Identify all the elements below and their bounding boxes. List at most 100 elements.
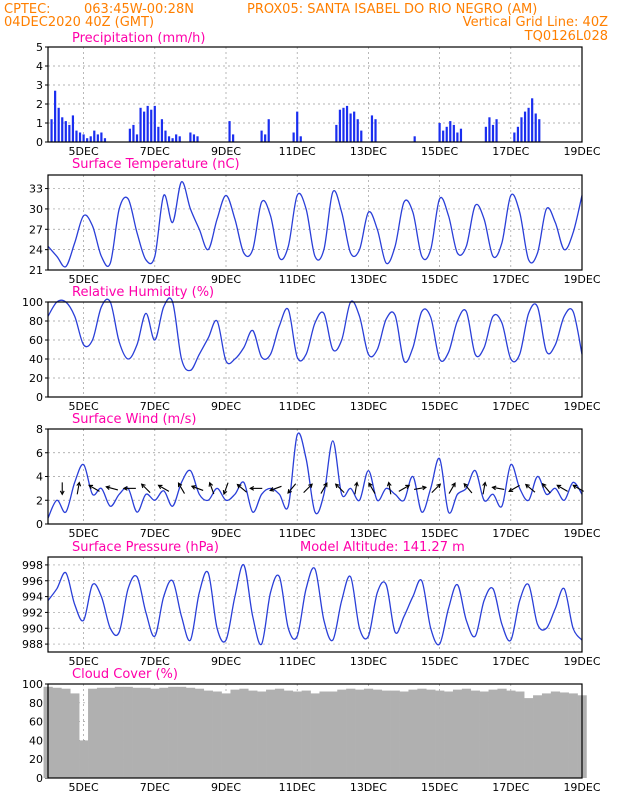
wind-y-tick-label: 2 — [36, 494, 43, 507]
cloud-cover-panel: 0 20 40 60 80 100 5DEC 7DEC 9DEC 11DEC 13DEC 15DEC 1… — [22, 678, 601, 794]
cloud-cover-bar — [150, 688, 160, 778]
temperature-x-tick-label: 19DEC — [563, 273, 600, 286]
cloud-cover-bar — [346, 688, 356, 778]
wind-panel: 0 2 4 6 8 5DEC 7DEC 9DEC 11DEC 13DEC 15DEC 17DEC 19D… — [36, 423, 601, 540]
cloud-cover-bar — [461, 688, 472, 778]
precipitation-x-tick-label: 15DEC — [421, 145, 458, 158]
wind-direction-arrow — [320, 482, 328, 494]
precipitation-y-tick-label: 2 — [36, 98, 43, 111]
cloud-cover-bar — [328, 691, 338, 778]
precipitation-bar — [228, 121, 231, 142]
pressure-title: Surface Pressure (hPa) — [72, 540, 219, 555]
wind-arrow-shaft — [287, 483, 297, 494]
wind-arrow-shaft — [237, 484, 247, 493]
precipitation-bar — [75, 130, 78, 142]
cloud-cover-bar — [70, 693, 80, 778]
wind-arrow-head — [556, 484, 562, 490]
precipitation-bar — [64, 121, 67, 142]
wind-x-tick-label: 15DEC — [421, 527, 458, 540]
cloud-cover-bar — [435, 690, 445, 778]
cloud-cover-y-tick-label: 80 — [29, 697, 43, 710]
humidity-x-tick-label: 11DEC — [279, 400, 316, 413]
wind-arrow-head — [140, 483, 146, 489]
wind-arrow-head — [508, 487, 514, 492]
cloud-cover-bar — [239, 688, 249, 778]
cloud-cover-bar — [363, 688, 374, 778]
precipitation-x-tick-label: 11DEC — [279, 145, 316, 158]
precipitation-bar — [513, 132, 516, 142]
wind-direction-arrow — [208, 481, 215, 495]
cloud-cover-x-tick-label: 9DEC — [211, 781, 241, 794]
pressure-x-tick-label: 11DEC — [279, 655, 316, 668]
wind-arrow-head — [323, 482, 328, 488]
cloud-cover-bar — [426, 689, 436, 778]
precipitation-bar — [370, 115, 374, 142]
pressure-x-tick-label: 17DEC — [492, 655, 529, 668]
wind-arrow-shaft — [463, 483, 473, 494]
wind-arrow-head — [421, 485, 428, 491]
temperature-x-tick-label: 17DEC — [492, 273, 529, 286]
cloud-cover-bar — [212, 691, 222, 778]
wind-arrow-shaft — [542, 483, 551, 494]
cloud-cover-bar — [452, 689, 463, 778]
precipitation-bar — [335, 124, 338, 142]
wind-arrow-shaft — [448, 482, 456, 494]
cloud-cover-bar — [96, 687, 107, 778]
temperature-x-tick-label: 15DEC — [421, 273, 458, 286]
precipitation-frame — [47, 46, 583, 143]
humidity-y-tick-label: 80 — [29, 315, 43, 328]
temperature-y-tick-label: 24 — [29, 244, 43, 257]
humidity-x-tick-label: 9DEC — [211, 400, 241, 413]
precipitation-bar — [192, 134, 196, 142]
wind-arrow-shaft — [76, 482, 80, 495]
wind-direction-arrow — [354, 481, 359, 495]
cloud-cover-bar — [292, 691, 302, 778]
wind-direction-arrow — [287, 483, 297, 494]
wind-arrow-head — [222, 489, 228, 496]
wind-arrow-head — [482, 481, 487, 487]
header-source: CPTEC: — [4, 2, 51, 17]
cloud-cover-bar — [515, 691, 525, 778]
wind-direction-arrow — [222, 482, 229, 496]
precipitation-y-tick-label: 4 — [36, 60, 43, 73]
wind-arrow-shaft — [414, 486, 427, 490]
precipitation-bar — [171, 138, 174, 142]
cloud-cover-bar — [266, 689, 276, 778]
wind-title: Surface Wind (m/s) — [72, 412, 196, 427]
panels: 0 1 2 3 4 5 5DEC 7DEC 9DEC 11DEC 13DEC 15DEC 17DEC 19… — [22, 41, 601, 794]
cloud-cover-frame — [47, 683, 583, 779]
cloud-cover-bar — [533, 695, 543, 778]
precipitation-bar — [267, 119, 270, 142]
humidity-x-tick-label: 13DEC — [350, 400, 387, 413]
wind-frame — [47, 428, 583, 525]
cloud-cover-x-tick-label: 7DEC — [140, 781, 170, 794]
pressure-x-tick-label: 19DEC — [563, 655, 600, 668]
humidity-x-tick-label: 19DEC — [563, 400, 600, 413]
wind-direction-arrow — [122, 485, 136, 491]
wind-direction-arrow — [448, 482, 456, 494]
humidity-panel: 0 20 40 60 80 100 5DEC 7DEC 9DEC 11DEC 13DEC 15DEC 1… — [22, 296, 601, 413]
wind-arrow-head — [386, 481, 392, 487]
precipitation-bar — [78, 132, 82, 142]
wind-arrow-head — [208, 481, 214, 487]
precipitation-bar — [445, 126, 448, 142]
humidity-y-tick-label: 0 — [36, 391, 43, 404]
pressure-series-line — [47, 564, 583, 646]
cloud-cover-bar — [105, 687, 116, 778]
wind-arrow-head — [236, 483, 242, 489]
precipitation-bar — [349, 113, 352, 142]
humidity-x-tick-label: 15DEC — [421, 400, 458, 413]
wind-arrow-shaft — [556, 484, 568, 492]
wind-direction-arrow — [524, 483, 536, 493]
precipitation-bar — [175, 134, 178, 142]
wind-arrow-head — [122, 485, 128, 491]
precipitation-bar — [164, 130, 167, 142]
wind-y-tick-label: 6 — [36, 447, 43, 460]
pressure-x-tick-label: 9DEC — [211, 655, 241, 668]
cloud-cover-bar — [61, 688, 71, 778]
pressure-y-tick-label: 992 — [22, 606, 43, 619]
precipitation-bar — [442, 130, 445, 142]
wind-arrow-shaft — [106, 486, 119, 491]
precipitation-y-tick-label: 3 — [36, 79, 43, 92]
wind-arrow-shaft — [431, 483, 441, 494]
